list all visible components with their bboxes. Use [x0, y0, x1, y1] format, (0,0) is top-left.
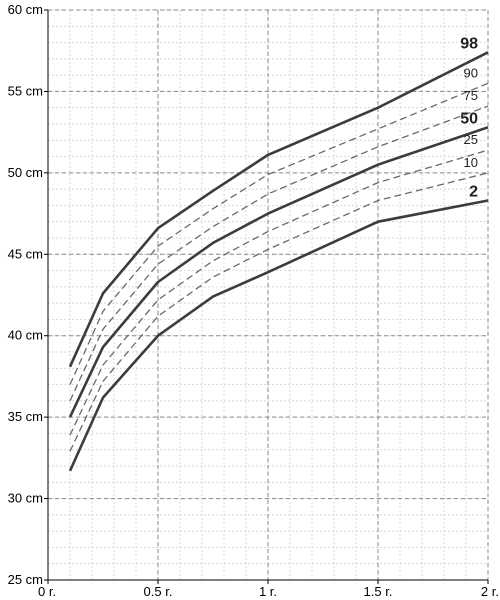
percentile-label-25: 25 [464, 132, 478, 147]
percentile-label-10: 10 [464, 155, 478, 170]
series-line-p50 [68, 126, 489, 418]
percentile-label-75: 75 [464, 88, 478, 103]
series-line-p10 [69, 172, 489, 452]
series-line-p2 [68, 199, 489, 472]
y-tick-label: 40 cm [8, 328, 43, 343]
percentile-label-50: 50 [460, 110, 478, 127]
series-line-p90 [69, 82, 489, 385]
y-axis-ticks: 25 cm 30 cm 35 cm 40 cm 45 cm 50 cm 55 cm 60 cm [8, 2, 48, 587]
y-tick-label: 45 cm [8, 246, 43, 261]
series-line-p25 [69, 149, 489, 436]
percentile-label-98: 98 [460, 35, 478, 52]
x-tick-label: 1 r. [259, 584, 277, 599]
y-tick-label: 55 cm [8, 83, 43, 98]
y-tick-label: 25 cm [8, 572, 43, 587]
y-tick-label: 35 cm [8, 409, 43, 424]
percentile-label-90: 90 [464, 65, 478, 80]
percentile-label-2: 2 [469, 184, 478, 201]
x-tick-label: 2 r. [481, 584, 499, 599]
x-tick-label: 0.5 r. [144, 584, 173, 599]
y-tick-label: 60 cm [8, 2, 43, 17]
series-line-p75 [69, 105, 489, 402]
x-tick-label: 1.5 r. [364, 584, 393, 599]
percentile-lines [68, 51, 489, 472]
y-tick-label: 50 cm [8, 165, 43, 180]
x-tick-label: 0 r. [38, 584, 56, 599]
series-line-p98 [68, 51, 489, 368]
y-tick-label: 30 cm [8, 491, 43, 506]
x-axis-ticks: 0 r. 0.5 r. 1 r. 1.5 r. 2 r. [38, 580, 499, 599]
percentile-labels: 98 90 75 50 25 10 2 [460, 35, 478, 200]
